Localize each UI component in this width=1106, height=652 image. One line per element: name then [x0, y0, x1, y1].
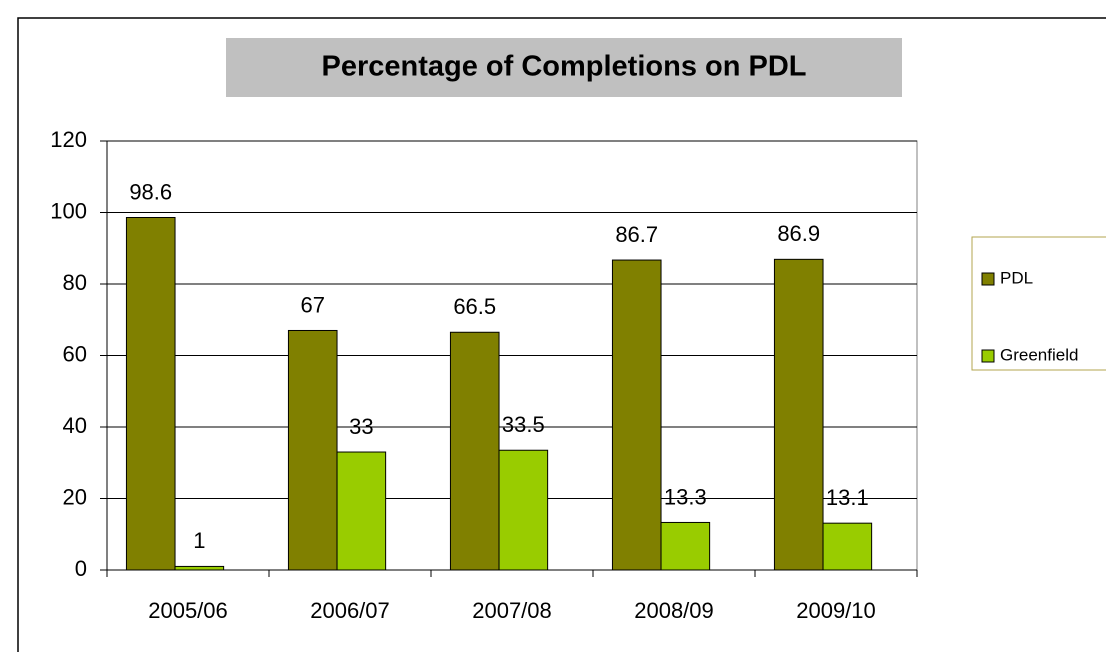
- data-label: 86.9: [777, 221, 820, 246]
- data-label: 66.5: [453, 294, 496, 319]
- title-box: [226, 38, 902, 97]
- bar: [660, 521, 711, 571]
- bar: [498, 449, 549, 571]
- legend-swatch: [981, 349, 995, 363]
- bar: [822, 522, 873, 571]
- bar: [287, 329, 338, 571]
- bar: [174, 565, 225, 571]
- y-tick-label: 40: [63, 413, 87, 438]
- x-tick-label: 2005/06: [148, 598, 228, 623]
- legend-swatch: [981, 272, 995, 286]
- bar: [125, 217, 176, 571]
- data-label: 1: [193, 528, 205, 553]
- data-label: 13.3: [664, 484, 707, 509]
- y-tick-label: 60: [63, 341, 87, 366]
- data-label: 33: [349, 414, 373, 439]
- bar: [449, 331, 500, 571]
- x-tick-label: 2006/07: [310, 598, 390, 623]
- bar: [336, 451, 387, 571]
- data-label: 98.6: [129, 179, 172, 204]
- x-tick-label: 2008/09: [634, 598, 714, 623]
- x-tick-label: 2007/08: [472, 598, 552, 623]
- bar: [773, 258, 824, 571]
- legend-label: PDL: [1000, 268, 1033, 287]
- x-tick-label: 2009/10: [796, 598, 876, 623]
- y-tick-label: 0: [75, 556, 87, 581]
- y-tick-label: 20: [63, 484, 87, 509]
- y-tick-label: 120: [50, 127, 87, 152]
- y-tick-label: 100: [50, 198, 87, 223]
- y-tick-label: 80: [63, 270, 87, 295]
- data-label: 67: [300, 292, 324, 317]
- legend-label: Greenfield: [1000, 345, 1078, 364]
- bar: [611, 259, 662, 571]
- data-label: 33.5: [502, 412, 545, 437]
- data-label: 13.1: [826, 485, 869, 510]
- data-label: 86.7: [615, 222, 658, 247]
- chart-title: Percentage of Completions on PDL: [322, 51, 807, 83]
- legend-box: [971, 236, 1106, 371]
